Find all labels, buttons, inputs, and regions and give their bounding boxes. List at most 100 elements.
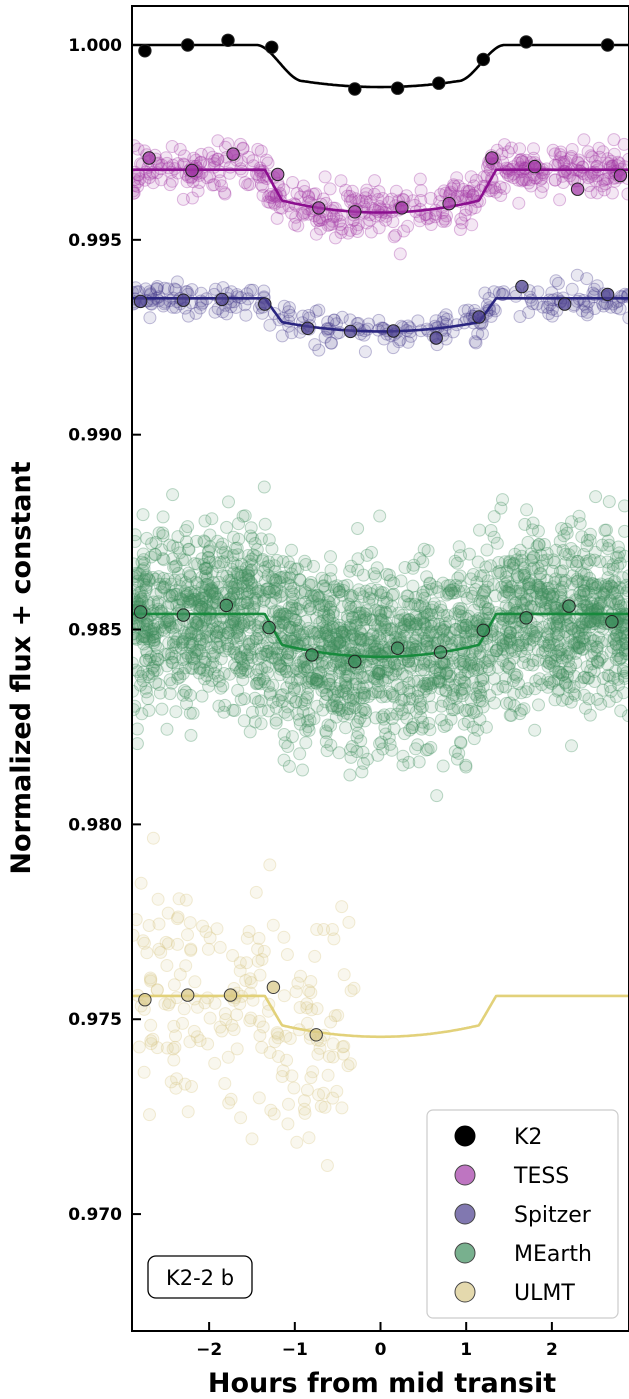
spitzer-raw-point (522, 306, 536, 319)
spitzer-raw-point (386, 341, 400, 355)
mearth-raw-point (448, 607, 462, 621)
tess-raw-point (218, 154, 232, 168)
tess-raw-point (316, 213, 329, 226)
tess-raw-point (423, 211, 436, 225)
tess-raw-point (507, 171, 521, 185)
ulmt-raw-point (218, 1077, 232, 1090)
mearth-raw-point (156, 510, 170, 524)
spitzer-raw-point (411, 314, 425, 328)
ulmt-raw-point (143, 1108, 156, 1122)
mearth-raw-point (565, 739, 578, 753)
mearth-raw-point (602, 495, 616, 509)
tess-raw-point (585, 150, 599, 164)
ulmt-raw-point (152, 917, 166, 931)
mearth-raw-point (484, 524, 498, 537)
tess-raw-point (501, 145, 515, 159)
legend-marker-spitzer (454, 1203, 476, 1225)
ulmt-raw-point (326, 1050, 340, 1064)
mearth-raw-point (142, 703, 156, 717)
tess-raw-point (207, 154, 221, 168)
spitzer-raw-point (302, 309, 316, 322)
tess-raw-point (349, 192, 363, 206)
mearth-raw-point (203, 540, 217, 554)
tess-raw-point (523, 173, 537, 187)
ulmt-raw-point (199, 925, 213, 939)
mearth-raw-point (340, 706, 354, 720)
mearth-raw-point (618, 524, 629, 538)
tess-raw-point (173, 142, 187, 156)
mearth-raw-point (339, 721, 353, 735)
spitzer-binned-point (133, 294, 148, 309)
mearth-binned-point (476, 623, 490, 637)
mearth-raw-point (414, 710, 428, 724)
ulmt-raw-point (335, 1101, 349, 1115)
tess-raw-point (598, 172, 612, 186)
mearth-raw-point (396, 758, 410, 772)
mearth-raw-point (414, 623, 428, 637)
y-axis-title: Normalized flux + constant (6, 461, 37, 874)
mearth-raw-point (256, 553, 270, 566)
tess-raw-point (302, 190, 316, 204)
tess-raw-point (234, 137, 248, 151)
mearth-raw-point (613, 556, 627, 570)
mearth-raw-point (373, 509, 387, 523)
spitzer-raw-point (458, 304, 472, 318)
tess-raw-point (558, 164, 572, 178)
spitzer-raw-point (327, 313, 341, 327)
tess-binned-point (528, 159, 542, 174)
ulmt-raw-point (167, 1053, 181, 1067)
ulmt-binned-point (309, 1028, 323, 1042)
mearth-raw-point (577, 579, 591, 593)
tess-raw-point (165, 174, 179, 188)
mearth-raw-point (181, 520, 195, 534)
spitzer-raw-point (487, 285, 501, 299)
tess-raw-point (321, 218, 335, 232)
tess-raw-point (440, 209, 453, 223)
spitzer-binned-point (600, 287, 615, 302)
ulmt-raw-point (144, 1018, 158, 1032)
spitzer-raw-point (362, 317, 376, 331)
mearth-raw-point (166, 656, 180, 670)
tess-raw-point (360, 216, 374, 230)
mearth-raw-point (278, 705, 292, 719)
mearth-raw-point (343, 768, 357, 782)
mearth-raw-point (341, 612, 355, 626)
ulmt-raw-point (320, 1159, 334, 1172)
tess-raw-point (605, 186, 619, 200)
tess-raw-point (368, 174, 382, 188)
mearth-raw-point (302, 599, 316, 613)
mearth-binned-point (305, 648, 319, 662)
tess-raw-point (552, 155, 566, 169)
tess-raw-point (200, 171, 214, 185)
tess-raw-point (604, 154, 618, 168)
mearth-raw-point (401, 589, 415, 603)
spitzer-raw-point (324, 336, 338, 350)
tess-raw-point (270, 211, 284, 225)
mearth-raw-point (299, 736, 313, 750)
mearth-raw-point (430, 789, 444, 803)
mearth-raw-point (186, 706, 200, 720)
mearth-raw-point (371, 748, 385, 762)
tess-raw-point (372, 185, 386, 199)
spitzer-binned-point (215, 292, 229, 307)
tess-raw-point (565, 143, 579, 156)
mearth-raw-point (134, 678, 147, 692)
mearth-raw-point (357, 756, 370, 770)
mearth-raw-point (290, 662, 304, 676)
spitzer-binned-point (515, 279, 529, 294)
tess-raw-point (557, 164, 571, 178)
mearth-raw-point (310, 589, 324, 603)
spitzer-raw-point (275, 329, 289, 343)
mearth-raw-point (575, 642, 589, 656)
spitzer-raw-point (185, 283, 199, 297)
tess-raw-point (592, 141, 606, 155)
ulmt-raw-point (140, 946, 154, 960)
legend-marker-mearth (454, 1242, 476, 1264)
mearth-raw-point (483, 654, 497, 668)
ulmt-raw-point (210, 922, 224, 936)
ulmt-raw-point (233, 964, 247, 978)
spitzer-raw-point (193, 301, 207, 315)
y-tick-label: 1.000 (68, 36, 122, 56)
k2-binned-point (476, 52, 490, 67)
mearth-raw-point (141, 692, 155, 706)
